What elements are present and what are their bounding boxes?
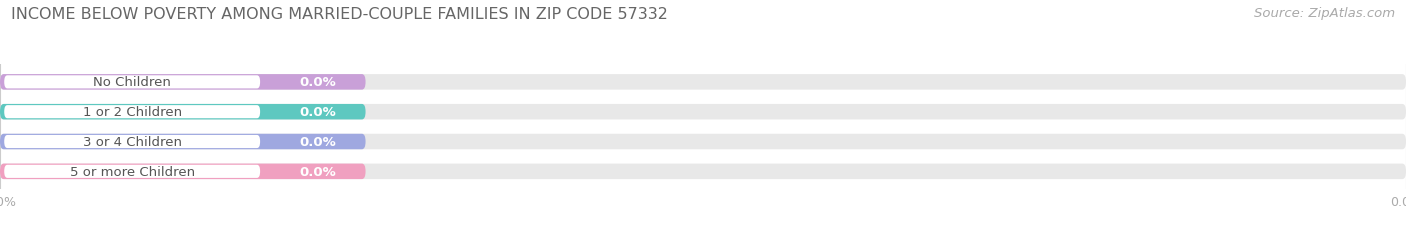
FancyBboxPatch shape xyxy=(0,75,366,90)
Text: 5 or more Children: 5 or more Children xyxy=(70,165,194,178)
FancyBboxPatch shape xyxy=(4,106,260,119)
FancyBboxPatch shape xyxy=(0,134,1406,150)
Text: Source: ZipAtlas.com: Source: ZipAtlas.com xyxy=(1254,7,1395,20)
FancyBboxPatch shape xyxy=(0,164,1406,179)
Text: 0.0%: 0.0% xyxy=(299,135,336,148)
FancyBboxPatch shape xyxy=(4,135,260,149)
FancyBboxPatch shape xyxy=(4,76,260,89)
Text: 1 or 2 Children: 1 or 2 Children xyxy=(83,106,181,119)
FancyBboxPatch shape xyxy=(0,75,1406,90)
Text: 0.0%: 0.0% xyxy=(299,76,336,89)
Text: INCOME BELOW POVERTY AMONG MARRIED-COUPLE FAMILIES IN ZIP CODE 57332: INCOME BELOW POVERTY AMONG MARRIED-COUPL… xyxy=(11,7,668,22)
FancyBboxPatch shape xyxy=(0,104,366,120)
FancyBboxPatch shape xyxy=(4,165,260,178)
FancyBboxPatch shape xyxy=(0,164,366,179)
Text: 3 or 4 Children: 3 or 4 Children xyxy=(83,135,181,148)
FancyBboxPatch shape xyxy=(0,104,1406,120)
Text: 0.0%: 0.0% xyxy=(299,106,336,119)
Text: No Children: No Children xyxy=(93,76,172,89)
FancyBboxPatch shape xyxy=(0,134,366,150)
Text: 0.0%: 0.0% xyxy=(299,165,336,178)
